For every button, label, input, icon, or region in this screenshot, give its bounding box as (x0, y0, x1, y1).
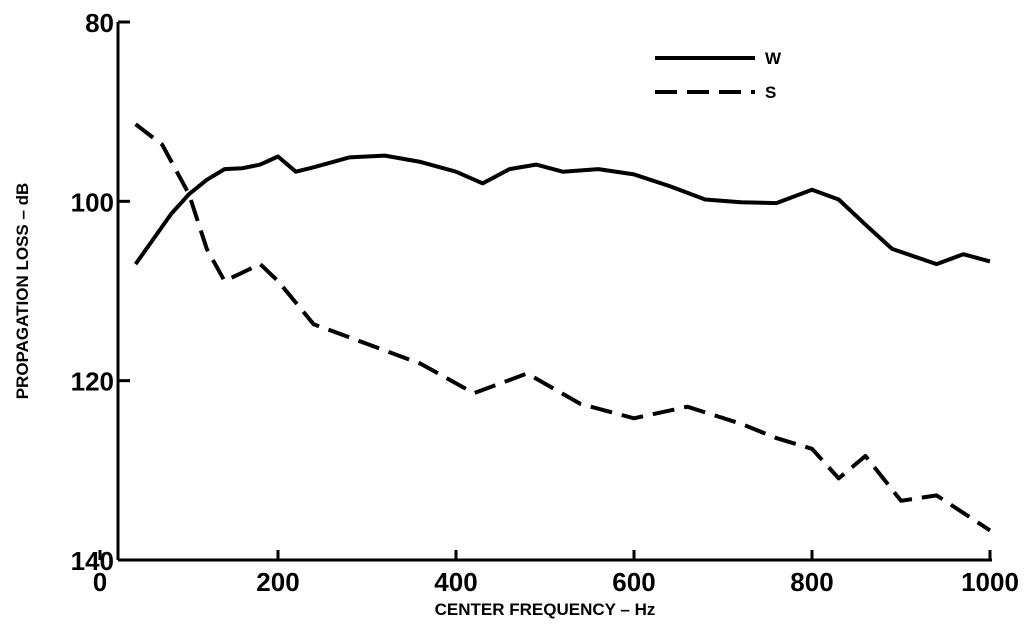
y-tick-label: 140 (71, 546, 114, 576)
x-axis-label: CENTER FREQUENCY – Hz (435, 600, 656, 619)
y-tick-label: 100 (71, 187, 114, 217)
legend-label: S (765, 83, 776, 102)
y-tick-label: 120 (71, 367, 114, 397)
y-axis-label: PROPAGATION LOSS – dB (13, 183, 32, 400)
x-tick-label: 0 (93, 567, 107, 597)
legend-label: W (765, 49, 782, 68)
x-tick-label: 600 (612, 567, 655, 597)
x-tick-label: 200 (256, 567, 299, 597)
x-tick-label: 1000 (961, 567, 1019, 597)
x-tick-label: 400 (434, 567, 477, 597)
x-tick-label: 800 (790, 567, 833, 597)
series-line (133, 153, 991, 267)
series-line (134, 122, 992, 533)
y-tick-label: 80 (85, 8, 114, 38)
